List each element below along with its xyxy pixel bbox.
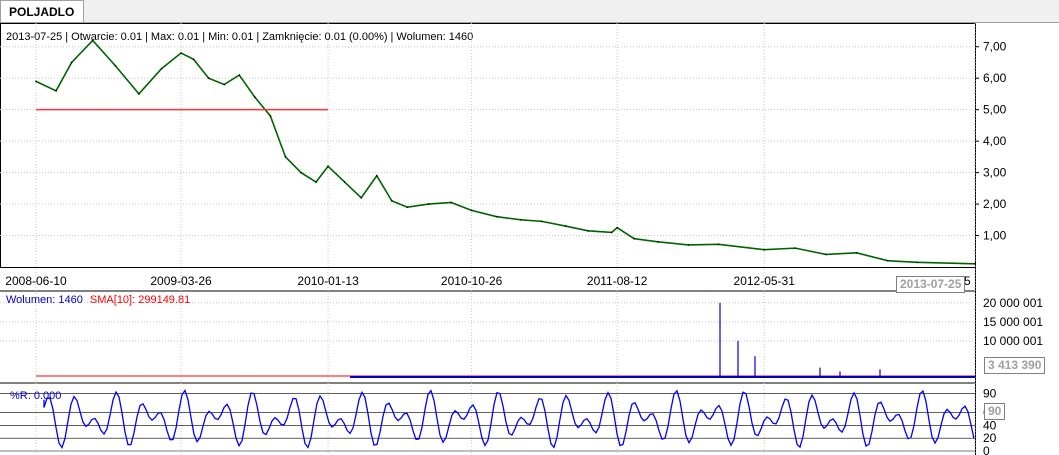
price-point: [269, 115, 272, 117]
price-point: [327, 165, 329, 168]
price-point: [825, 253, 827, 256]
price-point: [300, 171, 302, 174]
price-point: [763, 248, 766, 251]
price-point: [138, 93, 140, 95]
price-point: [610, 231, 613, 234]
price-point: [427, 203, 430, 205]
price-point: [406, 206, 409, 209]
info-open: Otwarcie: 0.01: [71, 31, 143, 43]
price-point: [375, 174, 378, 177]
price-point: [495, 215, 498, 218]
tab-bar: POLJADLO: [0, 0, 1059, 23]
price-point: [564, 225, 567, 227]
wr-tick-label: 0: [983, 444, 990, 455]
price-point: [450, 201, 452, 204]
last-volume-badge: 3 413 390: [984, 357, 1046, 374]
williams-r-legend: %R: 0.000: [10, 390, 62, 402]
price-point: [794, 247, 797, 249]
main-panel-frame: [0, 23, 976, 268]
volume-tick-label: 15 000 001: [983, 315, 1043, 329]
price-point: [633, 237, 636, 240]
price-point: [520, 219, 522, 221]
x-tick-label: 2010-01-13: [297, 274, 359, 288]
info-max: Max: 0.01: [150, 31, 200, 43]
info-close: Zamknięcie: 0.01 (0.00%): [262, 31, 388, 43]
price-point: [974, 263, 976, 265]
wr-tick-label: 40: [983, 418, 997, 432]
y-tick-label: 3,00: [983, 166, 1007, 180]
price-point: [315, 181, 317, 183]
wr-tick-label: 20: [983, 431, 997, 445]
williams-r-line: [43, 389, 975, 450]
price-point: [91, 39, 94, 42]
chart-area[interactable]: 2013-07-25 | Otwarcie: 0.01 | Max: 0.01 | Min:…: [0, 23, 1059, 455]
price-point: [855, 252, 858, 254]
wr-tick-label: 90: [983, 386, 997, 400]
price-point: [192, 58, 195, 61]
price-point: [470, 209, 473, 212]
tab-poljadlo[interactable]: POLJADLO: [0, 0, 84, 22]
price-point: [391, 200, 393, 202]
y-tick-label: 6,00: [983, 71, 1007, 85]
price-point: [35, 80, 37, 83]
price-point: [207, 77, 210, 79]
x-tick-label: 2011-08-12: [587, 274, 648, 288]
price-point: [180, 52, 182, 54]
price-point: [238, 74, 241, 76]
sma-legend-label: SMA[10]: 299149.81: [89, 294, 191, 306]
x-tick-label: 2008-06-10: [5, 274, 67, 288]
last-date-badge: 2013-07-25: [896, 276, 966, 293]
info-volume: Wolumen: 1460: [396, 31, 474, 43]
info-min: Min: 0.01: [208, 31, 254, 43]
x-tick-label: 2010-10-26: [441, 274, 503, 288]
price-point: [70, 61, 73, 64]
price-point: [587, 230, 589, 232]
price-point: [114, 64, 117, 67]
y-tick-label: 5,00: [983, 103, 1007, 117]
price-point: [343, 181, 346, 183]
price-point: [916, 261, 919, 264]
volume-tick-label: 10 000 001: [983, 334, 1043, 348]
last-wr-badge: 90: [984, 403, 1006, 420]
price-point: [541, 220, 543, 223]
y-tick-label: 4,00: [983, 134, 1007, 148]
x-tick-label: 2009-03-26: [150, 274, 212, 288]
price-line: [35, 39, 976, 265]
price-point: [687, 244, 690, 246]
y-tick-label: 1,00: [983, 229, 1007, 243]
price-point: [223, 83, 226, 86]
y-tick-label: 7,00: [983, 40, 1007, 54]
volume-legend: Wolumen: 1460 SMA[10]: 299149.81: [6, 294, 190, 306]
ohlc-info: 2013-07-25 | Otwarcie: 0.01 | Max: 0.01 | Min:…: [6, 31, 474, 43]
price-point: [657, 241, 659, 243]
price-point: [55, 89, 57, 92]
info-date: 2013-07-25: [6, 31, 63, 43]
price-point: [284, 156, 287, 158]
volume-legend-label: Wolumen: 1460: [6, 294, 83, 306]
x-tick-label: 2012-05-31: [734, 274, 796, 288]
price-point: [616, 226, 618, 229]
price-point: [160, 67, 163, 70]
price-point: [254, 96, 256, 98]
price-point: [717, 243, 720, 246]
price-point: [360, 196, 363, 199]
price-point: [886, 259, 889, 262]
volume-tick-label: 20 000 001: [983, 296, 1043, 310]
chart-svg[interactable]: 2008-06-10 2009-03-26 2010-01-13 2010-10-26…: [0, 23, 1059, 455]
y-tick-label: 2,00: [983, 197, 1007, 211]
